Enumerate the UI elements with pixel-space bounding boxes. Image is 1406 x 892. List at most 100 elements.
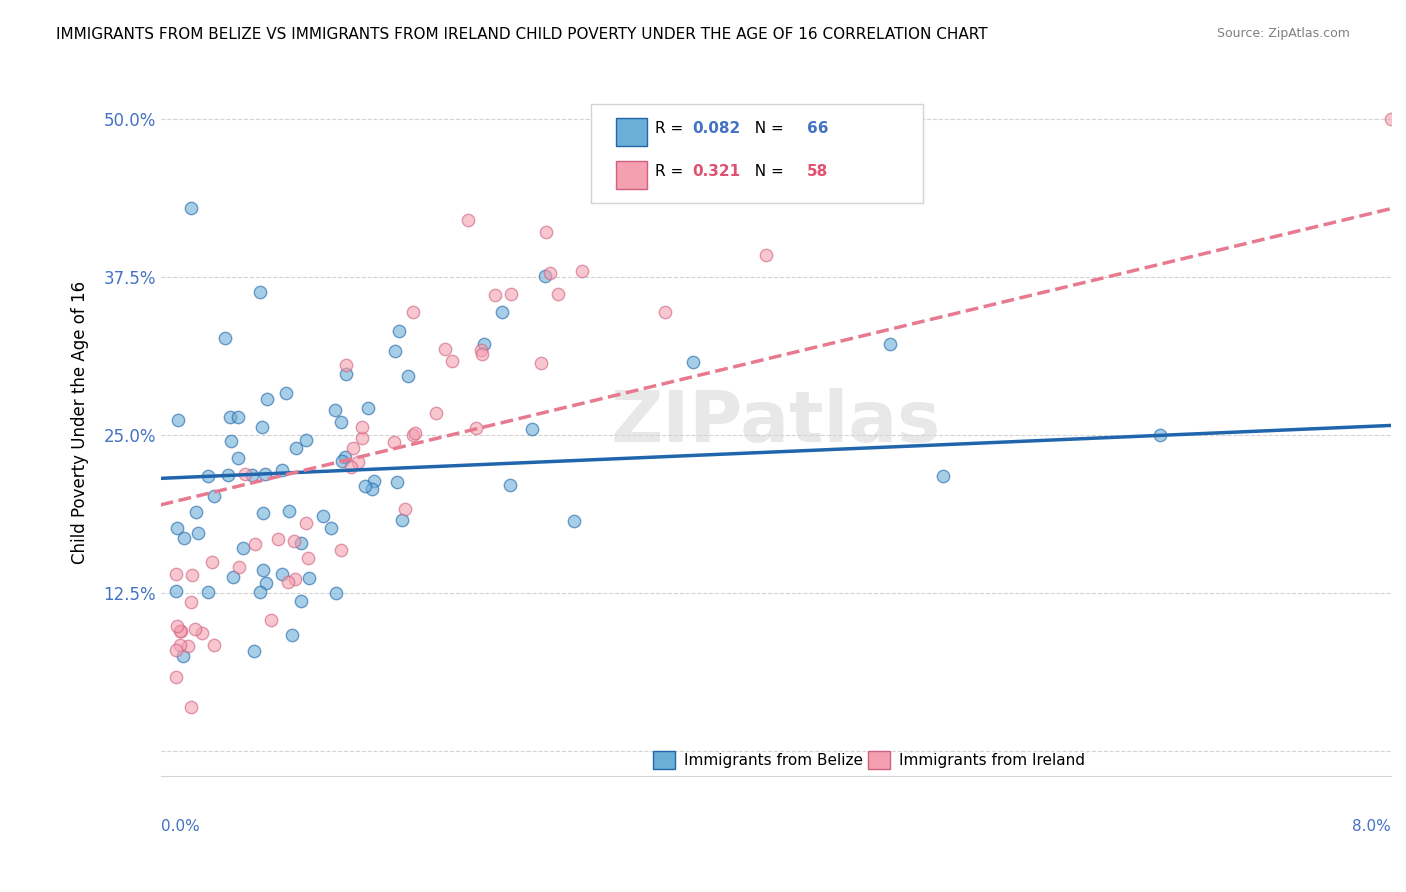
Point <box>169 638 191 652</box>
Point <box>471 346 494 360</box>
FancyBboxPatch shape <box>868 751 890 769</box>
Point <box>499 287 522 301</box>
Point <box>654 305 676 319</box>
Point <box>297 571 319 585</box>
Point <box>290 594 312 608</box>
Point <box>166 521 188 535</box>
Point <box>184 622 207 636</box>
Point <box>330 454 353 468</box>
Point <box>330 542 353 557</box>
Text: 66: 66 <box>807 121 828 136</box>
Point <box>325 586 347 600</box>
Point <box>165 583 187 598</box>
Point <box>357 401 380 415</box>
Text: 0.0%: 0.0% <box>160 819 200 834</box>
Point <box>931 469 953 483</box>
Point <box>385 475 408 489</box>
Point <box>201 555 224 569</box>
Point <box>253 467 276 481</box>
Point <box>219 434 242 448</box>
Point <box>243 644 266 658</box>
Point <box>187 526 209 541</box>
Point <box>538 266 561 280</box>
Point <box>330 415 353 429</box>
Point <box>387 325 409 339</box>
Point <box>249 585 271 599</box>
Point <box>352 431 374 445</box>
Point <box>765 187 787 202</box>
Point <box>295 433 318 447</box>
Point <box>233 467 256 481</box>
Point <box>484 287 506 301</box>
Point <box>256 392 278 406</box>
Point <box>180 201 202 215</box>
Text: 0.082: 0.082 <box>692 121 741 136</box>
Point <box>547 287 569 301</box>
Point <box>602 151 624 165</box>
Point <box>472 337 495 351</box>
Point <box>340 460 363 475</box>
Point <box>1149 428 1171 442</box>
Point <box>769 112 792 126</box>
Point <box>333 450 356 464</box>
Point <box>350 420 373 434</box>
Point <box>271 463 294 477</box>
Point <box>562 515 585 529</box>
Point <box>186 505 208 519</box>
Point <box>682 355 704 369</box>
Point <box>434 342 457 356</box>
Point <box>297 551 319 566</box>
Point <box>270 567 292 582</box>
Text: 8.0%: 8.0% <box>1353 819 1391 834</box>
Text: R =: R = <box>655 163 689 178</box>
Point <box>166 619 188 633</box>
Text: ZIPatlas: ZIPatlas <box>610 388 941 457</box>
Point <box>165 643 187 657</box>
Point <box>226 409 249 424</box>
Point <box>534 225 557 239</box>
Point <box>232 541 254 555</box>
Text: IMMIGRANTS FROM BELIZE VS IMMIGRANTS FROM IRELAND CHILD POVERTY UNDER THE AGE OF: IMMIGRANTS FROM BELIZE VS IMMIGRANTS FRO… <box>56 27 988 42</box>
Point <box>394 502 416 516</box>
Point <box>214 331 236 345</box>
Point <box>191 626 214 640</box>
Point <box>180 595 202 609</box>
Point <box>425 406 447 420</box>
Point <box>180 700 202 714</box>
Point <box>170 624 193 639</box>
Point <box>217 467 239 482</box>
Point <box>363 474 385 488</box>
Point <box>283 533 305 548</box>
Point <box>169 624 191 638</box>
Point <box>283 572 305 586</box>
FancyBboxPatch shape <box>652 751 675 769</box>
Point <box>254 576 277 591</box>
Point <box>520 422 543 436</box>
Point <box>402 305 425 319</box>
Point <box>353 479 375 493</box>
Point <box>491 305 513 319</box>
Point <box>281 628 304 642</box>
Point <box>404 425 426 440</box>
Point <box>228 560 250 574</box>
Point <box>335 358 357 372</box>
Point <box>346 455 368 469</box>
Point <box>218 410 240 425</box>
Point <box>384 343 406 358</box>
Point <box>323 403 346 417</box>
Point <box>382 435 405 450</box>
Y-axis label: Child Poverty Under the Age of 16: Child Poverty Under the Age of 16 <box>72 281 89 564</box>
FancyBboxPatch shape <box>592 103 924 203</box>
Point <box>165 567 187 582</box>
Point <box>276 386 298 401</box>
Point <box>360 482 382 496</box>
Point <box>1379 112 1402 126</box>
Point <box>335 367 357 381</box>
Text: N =: N = <box>745 163 789 178</box>
Point <box>295 516 318 531</box>
Point <box>172 648 194 663</box>
Text: Immigrants from Belize: Immigrants from Belize <box>683 753 862 768</box>
Point <box>755 248 778 262</box>
Point <box>342 442 364 456</box>
Point <box>197 585 219 599</box>
